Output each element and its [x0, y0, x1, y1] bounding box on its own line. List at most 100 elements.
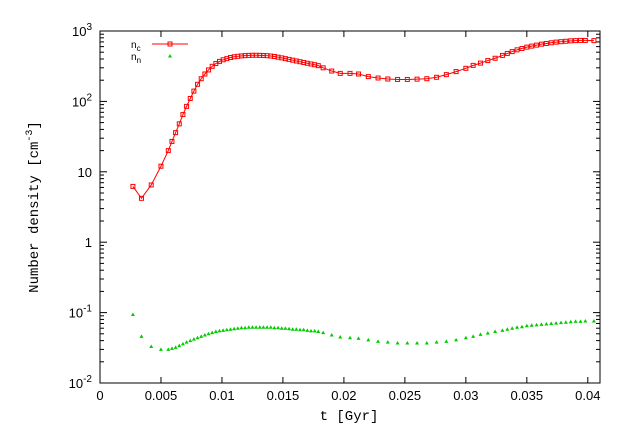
data-point [514, 47, 520, 53]
data-point [243, 325, 248, 330]
data-point [573, 38, 579, 44]
data-point [138, 195, 144, 201]
data-point [235, 326, 240, 330]
data-point [169, 346, 174, 350]
data-point [485, 58, 491, 64]
data-point [130, 312, 135, 316]
legend-marker [167, 41, 173, 47]
data-point [515, 325, 520, 329]
data-point [206, 67, 212, 73]
data-point [544, 321, 549, 326]
y-axis-label-exponent: -3 [25, 130, 36, 142]
data-point [375, 75, 381, 81]
data-point [376, 339, 381, 343]
data-point [365, 74, 371, 80]
y-tick-label: 10-2 [69, 374, 93, 391]
legend-marker [168, 54, 172, 58]
data-point [549, 321, 554, 326]
data-point [169, 138, 175, 144]
data-point [210, 330, 215, 335]
x-tick-label: 0.035 [511, 388, 544, 403]
data-point [198, 76, 204, 82]
data-point [173, 345, 178, 349]
data-point [261, 325, 266, 329]
data-point [166, 347, 171, 351]
data-point [434, 340, 439, 344]
data-point [510, 326, 515, 330]
data-point [366, 337, 371, 342]
data-point [356, 336, 361, 340]
y-tick-label: 102 [72, 92, 92, 109]
data-point [279, 326, 284, 330]
data-point [257, 325, 262, 329]
legend-name: n [131, 52, 137, 63]
series-n-c [130, 37, 597, 201]
data-point [176, 121, 182, 127]
x-tick-label: 0.005 [145, 388, 178, 403]
data-point [395, 340, 400, 345]
data-point [272, 325, 277, 330]
data-point [239, 325, 244, 330]
x-axis-label: t [Gyr] [320, 409, 379, 425]
data-point [202, 71, 208, 77]
data-point [316, 329, 321, 333]
data-point [504, 50, 510, 56]
data-point [232, 326, 237, 331]
data-point [149, 344, 154, 348]
y-tick-base: 10 [78, 165, 92, 180]
data-point [385, 76, 391, 82]
data-point [213, 329, 218, 333]
data-point [180, 112, 186, 118]
data-point [534, 42, 540, 48]
data-point [543, 40, 549, 46]
legend-subscript: n [137, 56, 141, 65]
data-point [283, 326, 288, 330]
data-point [177, 343, 182, 348]
legend-name: n [131, 40, 137, 51]
y-tick-base: 10 [72, 94, 86, 109]
data-point [505, 327, 510, 331]
data-point [443, 72, 449, 78]
data-point [290, 327, 295, 331]
x-tick-label: 0 [96, 388, 103, 403]
data-point [139, 334, 144, 338]
y-tick-base: 1 [85, 235, 92, 250]
data-point [305, 328, 310, 332]
data-point [471, 334, 476, 338]
data-point [519, 324, 524, 329]
legend-label: nn [131, 52, 141, 65]
data-point [265, 325, 270, 329]
data-point [463, 335, 468, 340]
data-point [180, 341, 185, 346]
data-point [577, 37, 583, 43]
data-point [158, 347, 163, 351]
data-point [463, 65, 469, 71]
data-point [493, 329, 498, 333]
y-tick-exponent: 2 [86, 92, 92, 103]
data-point [519, 45, 525, 51]
data-point [312, 328, 317, 333]
data-point [130, 183, 136, 189]
data-point [206, 331, 211, 336]
data-point [228, 327, 233, 331]
data-point [553, 39, 559, 45]
legend-label: nc [131, 40, 141, 53]
data-point [250, 325, 255, 329]
data-point [294, 327, 299, 331]
data-point [202, 333, 207, 337]
series-n-n [130, 312, 596, 351]
data-point [246, 325, 251, 329]
data-point [224, 327, 229, 332]
data-point [591, 38, 597, 44]
data-point [539, 322, 544, 326]
data-point [434, 74, 440, 80]
data-point [187, 95, 193, 101]
data-point [558, 39, 564, 45]
x-tick-label: 0.04 [575, 388, 600, 403]
y-axis-label: Number density [cm-3] [25, 121, 43, 293]
data-point [563, 320, 568, 324]
data-point [485, 331, 490, 335]
y-axis-label-close: ] [27, 121, 43, 129]
